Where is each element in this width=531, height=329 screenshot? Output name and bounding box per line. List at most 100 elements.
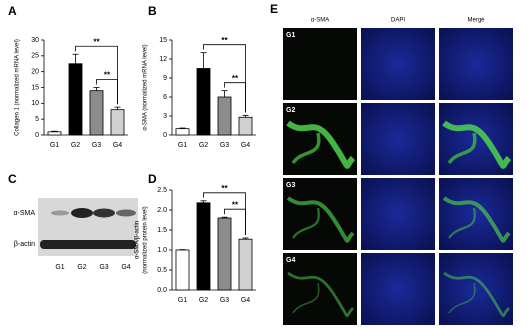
y-axis-label: Collagen 1 (normalized mRNA level) xyxy=(15,39,21,136)
panel-label: D xyxy=(148,172,157,186)
bar xyxy=(196,202,211,291)
stain xyxy=(443,271,511,317)
bar xyxy=(217,217,232,291)
panel-label: C xyxy=(8,172,17,186)
band xyxy=(93,208,115,218)
significance-bracket: ** xyxy=(75,37,118,105)
bar xyxy=(175,128,190,136)
stain xyxy=(442,120,512,169)
bracket-line xyxy=(224,208,246,235)
significance-bracket: ** xyxy=(224,74,246,113)
panel-label: A xyxy=(8,4,17,18)
bracket-line xyxy=(75,45,118,105)
stain xyxy=(291,132,321,165)
bracket-line xyxy=(203,44,246,113)
y-tick-label: 1.0 xyxy=(157,247,167,254)
stain xyxy=(448,282,476,314)
y-tick-label: 9 xyxy=(163,75,167,82)
stain xyxy=(292,207,320,239)
significance-label: ** xyxy=(221,184,228,193)
x-tick-label: G4 xyxy=(241,297,250,304)
y-tick-label: 15 xyxy=(159,37,167,44)
stain xyxy=(448,207,476,239)
bar xyxy=(110,109,125,136)
x-tick-label: G1 xyxy=(178,297,187,304)
x-tick-label: G3 xyxy=(220,142,229,149)
micrograph xyxy=(361,103,435,175)
bar xyxy=(196,68,211,136)
panel-label: E xyxy=(270,2,278,16)
x-tick-label: G2 xyxy=(199,142,208,149)
panel-label: B xyxy=(148,4,157,18)
blot-lane-label: G3 xyxy=(99,264,108,271)
significance-label: ** xyxy=(232,74,239,83)
y-tick-label: 10 xyxy=(31,100,39,107)
bar xyxy=(89,90,104,136)
significance-label: ** xyxy=(104,71,111,80)
band xyxy=(71,208,93,218)
significance-label: ** xyxy=(232,200,239,209)
significance-label: ** xyxy=(221,36,228,45)
micrograph xyxy=(361,28,435,100)
y-axis-label: (normalized protein level) xyxy=(143,206,149,273)
x-tick-label: G3 xyxy=(92,142,101,149)
y-tick-label: 6 xyxy=(163,94,167,101)
y-tick-label: 30 xyxy=(31,37,39,44)
micrographs: α-SMA DAPI Merge G1 G2 G3 G4 xyxy=(283,18,513,325)
bar xyxy=(238,238,253,291)
stain xyxy=(286,196,355,243)
x-tick-label: G3 xyxy=(220,297,229,304)
significance-bracket: ** xyxy=(203,36,246,113)
band xyxy=(40,240,136,249)
bar xyxy=(217,96,232,136)
x-tick-label: G2 xyxy=(199,297,208,304)
bar xyxy=(68,63,83,136)
x-tick-label: G4 xyxy=(241,142,250,149)
stain xyxy=(447,132,477,165)
x-tick-label: G2 xyxy=(71,142,80,149)
y-tick-label: 2.5 xyxy=(157,187,167,194)
blot-row-label: α-SMA xyxy=(13,210,35,217)
micrograph xyxy=(361,253,435,325)
stain xyxy=(442,196,511,243)
blot-lane-label: G4 xyxy=(121,264,130,271)
y-tick-label: 0.0 xyxy=(157,287,167,294)
micrograph xyxy=(283,28,357,100)
row-label: G4 xyxy=(286,257,295,264)
band xyxy=(51,210,69,216)
micrograph xyxy=(361,178,435,250)
row-label: G1 xyxy=(286,32,295,39)
y-tick-label: 15 xyxy=(31,84,39,91)
bar xyxy=(47,131,62,136)
stain xyxy=(292,282,320,314)
micrograph xyxy=(439,28,513,100)
blot-lane-label: G2 xyxy=(77,264,86,271)
y-tick-label: 1.5 xyxy=(157,227,167,234)
row-label: G3 xyxy=(286,182,295,189)
stain xyxy=(286,120,356,169)
y-tick-label: 0 xyxy=(163,132,167,139)
row-label: G2 xyxy=(286,107,295,114)
column-header: α-SMA xyxy=(311,18,329,24)
y-tick-label: 2.0 xyxy=(157,207,167,214)
y-tick-label: 3 xyxy=(163,113,167,120)
y-tick-label: 25 xyxy=(31,53,39,60)
band xyxy=(116,209,136,217)
y-tick-label: 5 xyxy=(35,116,39,123)
y-axis-label: α-SMA/β-actin xyxy=(135,221,141,259)
western-blot: α-SMA β-actin G1 G2 G3 G4 xyxy=(13,198,138,271)
column-header: Merge xyxy=(467,18,485,24)
significance-bracket: ** xyxy=(96,71,118,105)
significance-label: ** xyxy=(93,37,100,46)
y-tick-label: 0 xyxy=(35,132,39,139)
x-tick-label: G1 xyxy=(50,142,59,149)
significance-bracket: ** xyxy=(224,200,246,235)
y-tick-label: 0.5 xyxy=(157,267,167,274)
stain xyxy=(287,271,355,317)
y-tick-label: 20 xyxy=(31,69,39,76)
bar xyxy=(238,116,253,136)
blot-row-label: β-actin xyxy=(14,241,35,248)
column-header: DAPI xyxy=(391,18,405,24)
bracket-line xyxy=(224,82,246,113)
